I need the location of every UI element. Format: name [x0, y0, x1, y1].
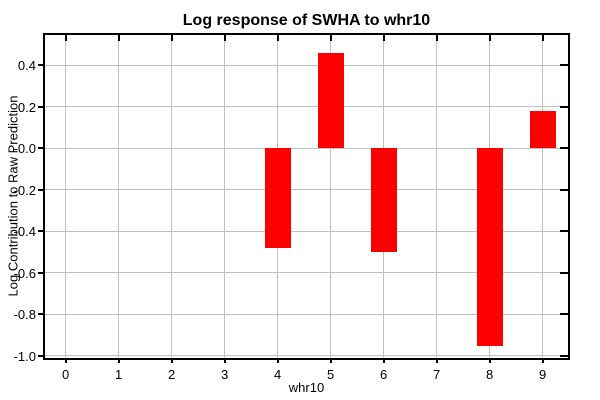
y-tick-label: -1.0	[13, 348, 36, 364]
x-tick-top	[117, 35, 120, 41]
y-tick-label: -0.8	[13, 307, 36, 323]
y-tick-left	[38, 147, 43, 150]
y-tick-right	[560, 271, 568, 274]
bar-x6	[370, 148, 397, 253]
x-tick-label: 7	[432, 367, 441, 382]
y-gridline	[45, 355, 568, 357]
y-tick-label: 0.2	[17, 99, 36, 115]
x-tick-bottom	[170, 358, 173, 363]
bar-x8	[476, 148, 503, 346]
x-tick-bottom	[329, 358, 332, 363]
x-tick-top	[382, 35, 385, 41]
x-gridline	[330, 35, 332, 358]
x-tick-label: 3	[221, 367, 229, 382]
y-tick-label: -0.4	[13, 224, 36, 240]
y-gridline	[45, 106, 568, 108]
x-tick-top	[329, 35, 332, 41]
x-tick-bottom	[382, 358, 385, 363]
y-tick-right	[560, 354, 568, 357]
x-tick-bottom	[64, 358, 67, 363]
x-tick-bottom	[276, 358, 279, 363]
x-gridline	[65, 35, 67, 358]
y-tick-label: 0.4	[17, 58, 36, 74]
x-tick-label: 4	[273, 367, 282, 382]
x-gridline	[436, 35, 438, 358]
x-tick-bottom	[117, 358, 120, 363]
x-tick-bottom	[488, 358, 491, 363]
x-tick-label: 6	[379, 367, 388, 382]
x-tick-top	[223, 35, 226, 41]
y-tick-right	[560, 188, 568, 191]
y-tick-left	[38, 105, 43, 108]
x-tick-top	[488, 35, 491, 41]
bar-x9	[529, 110, 556, 149]
y-gridline	[45, 313, 568, 315]
y-gridline	[45, 272, 568, 274]
y-tick-right	[560, 147, 568, 150]
y-gridline	[45, 64, 568, 66]
y-tick-left	[38, 64, 43, 67]
x-tick-label: 1	[115, 367, 123, 382]
y-tick-left	[38, 188, 43, 191]
y-tick-right	[560, 64, 568, 67]
y-tick-left	[38, 230, 43, 233]
x-tick-bottom	[223, 358, 226, 363]
x-tick-label: 5	[326, 367, 335, 382]
x-gridline	[542, 35, 544, 358]
y-gridline	[45, 230, 568, 232]
y-tick-label: -0.0	[13, 141, 36, 157]
x-tick-bottom	[435, 358, 438, 363]
x-axis-label: whr10	[288, 380, 325, 395]
bar-x4	[264, 148, 291, 248]
bar-x5	[317, 52, 344, 149]
x-tick-label: 2	[168, 367, 176, 382]
y-tick-label: -0.6	[13, 265, 36, 281]
y-gridline	[45, 189, 568, 191]
x-gridline	[118, 35, 120, 358]
x-tick-top	[170, 35, 173, 41]
y-tick-left	[38, 313, 43, 316]
x-tick-label: 8	[485, 367, 494, 382]
y-gridline	[45, 147, 568, 149]
x-gridline	[171, 35, 173, 358]
x-tick-label: 0	[62, 367, 70, 382]
y-tick-label: -0.2	[13, 182, 36, 198]
x-tick-top	[276, 35, 279, 41]
plot-area: 0 1 2 3 4 5 6 7 8 9 0.4 0.2 -0.0 -0.2 -0.4 -0.6 -0.8 -1.0	[14, 33, 570, 382]
y-tick-right	[560, 313, 568, 316]
x-tick-top	[541, 35, 544, 41]
x-gridline	[224, 35, 226, 358]
x-tick-top	[64, 35, 67, 41]
y-tick-right	[560, 105, 568, 108]
y-tick-right	[560, 230, 568, 233]
x-tick-bottom	[541, 358, 544, 363]
x-tick-top	[435, 35, 438, 41]
y-tick-left	[38, 271, 43, 274]
y-tick-left	[38, 354, 43, 357]
chart-title: Log response of SWHA to whr10	[182, 12, 431, 29]
x-tick-label: 9	[538, 367, 547, 382]
